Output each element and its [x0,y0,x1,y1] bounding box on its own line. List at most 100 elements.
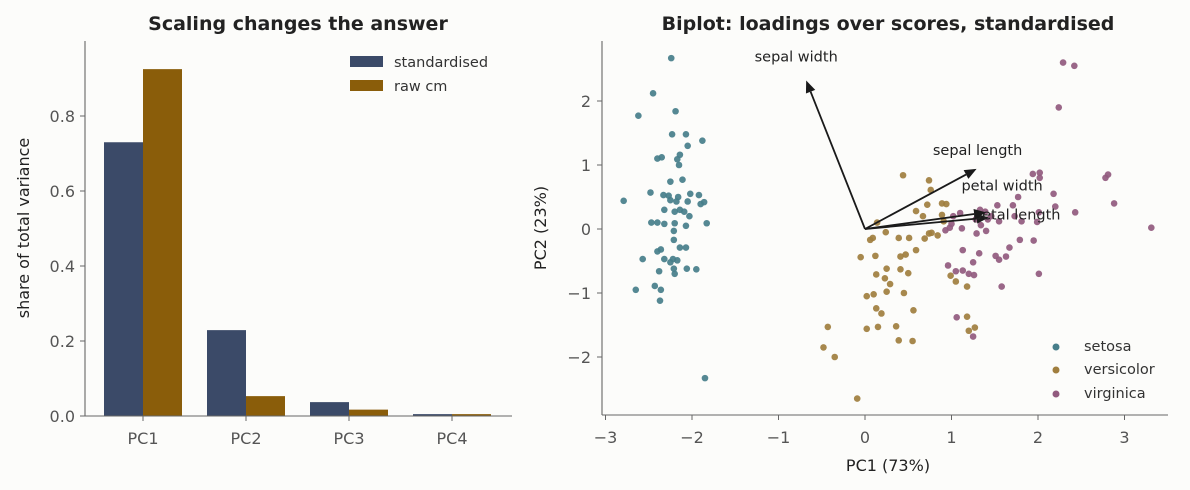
score-point-setosa [661,220,668,228]
score-point-versicolor [900,289,908,297]
score-point-virginica [973,230,980,237]
score-point-versicolor [899,171,907,179]
score-point-setosa [670,227,678,235]
score-point-setosa [695,191,703,199]
score-point-versicolor [897,266,904,273]
score-point-setosa [651,282,659,290]
biplot-y-tick-label: −1 [567,284,591,303]
score-point-versicolor [912,246,920,254]
bar-pc3-raw-cm [349,409,388,416]
loading-label-sepal-length: sepal length [933,143,1022,159]
legend-label-versicolor: versicolor [1084,362,1155,378]
score-point-setosa [684,142,691,150]
score-point-setosa [632,286,640,294]
biplot-x-tick-label: 1 [946,428,956,447]
loading-arrow-sepal-width [809,91,866,230]
score-point-setosa [656,297,664,304]
loading-label-petal-width: petal width [961,178,1042,194]
score-point-versicolor [863,292,871,300]
score-point-virginica [1018,218,1025,225]
score-point-versicolor [872,252,879,260]
score-point-versicolor [895,234,903,242]
loading-arrow-sepal-length [864,173,967,230]
score-point-virginica [969,258,977,266]
biplot-x-tick-label: −2 [680,428,704,447]
score-point-setosa [647,189,654,196]
score-point-setosa [639,255,646,263]
bar-x-tick-label: PC3 [334,429,365,448]
score-point-virginica [956,209,964,217]
score-point-setosa [667,258,674,266]
score-point-setosa [657,286,665,294]
bar-pc1-standardised [104,142,143,416]
score-point-virginica [952,267,960,275]
biplot-y-tick-label: 0 [581,220,591,239]
loading-arrow-petal-width [864,213,975,230]
score-point-virginica [1071,209,1079,216]
score-point-versicolor [965,327,973,335]
score-point-virginica [959,246,967,254]
bar-x-tick-label: PC4 [437,429,468,448]
score-point-setosa [686,212,693,220]
score-point-versicolor [878,310,885,317]
score-point-virginica [958,225,966,232]
score-point-setosa [654,219,661,226]
legend-label-virginica: virginica [1084,386,1146,402]
score-point-virginica [998,283,1005,290]
score-point-virginica [946,224,954,232]
score-point-virginica [1014,193,1022,201]
legend-swatch-raw-cm [350,80,383,91]
loading-label-sepal-width: sepal width [755,50,838,66]
bar-y-tick-label: 0.2 [50,332,75,351]
score-point-versicolor [943,200,950,208]
score-point-setosa [667,196,674,204]
score-point-virginica [982,227,990,235]
score-point-setosa [699,137,706,144]
score-point-virginica [969,333,977,340]
biplot-x-tick-label: −3 [594,428,618,447]
score-point-virginica [1148,224,1155,232]
score-point-setosa [654,248,661,255]
score-point-versicolor [923,201,931,208]
score-point-versicolor [919,212,927,220]
score-point-setosa [682,222,690,230]
score-point-versicolor [831,353,839,361]
bar-y-tick-label: 0.8 [50,107,75,126]
legend-swatch-standardised [350,56,383,67]
variance-bar-chart: Scaling changes the answer 0.00.20.40.60… [14,13,512,448]
legend-marker-virginica [1052,390,1060,398]
bar-y-tick-label: 0.4 [50,257,75,276]
score-point-versicolor [971,324,979,331]
score-point-virginica [1030,237,1037,244]
score-point-setosa [667,178,674,185]
score-point-setosa [670,236,678,244]
score-point-versicolor [824,323,832,331]
score-point-setosa [679,176,686,184]
bar-pc2-standardised [207,330,246,416]
score-point-versicolor [905,234,913,242]
score-point-virginica [1035,209,1043,216]
score-point-virginica [1033,218,1041,226]
biplot-title: Biplot: loadings over scores, standardis… [662,13,1115,35]
score-point-versicolor [952,278,960,285]
score-point-virginica [959,267,967,274]
score-point-versicolor [904,269,912,277]
score-point-virginica [965,270,973,278]
bar-pc2-raw-cm [246,396,285,416]
score-point-versicolor [874,323,882,331]
score-points [620,54,1155,402]
biplot-x-tick-label: 3 [1119,428,1129,447]
score-point-versicolor [897,253,904,260]
score-point-setosa [648,219,655,226]
biplot-y-tick-label: −2 [567,348,591,367]
score-point-versicolor [866,236,874,244]
score-point-virginica [1002,253,1010,260]
score-point-setosa [667,54,675,62]
loading-arrowhead [805,80,816,94]
score-point-setosa [658,154,666,161]
biplot-y-tick-label: 2 [581,92,591,111]
score-point-versicolor [872,305,880,312]
score-point-virginica [1006,244,1013,251]
legend-label-raw-cm: raw cm [394,79,447,95]
biplot-x-tick-label: −1 [767,428,791,447]
